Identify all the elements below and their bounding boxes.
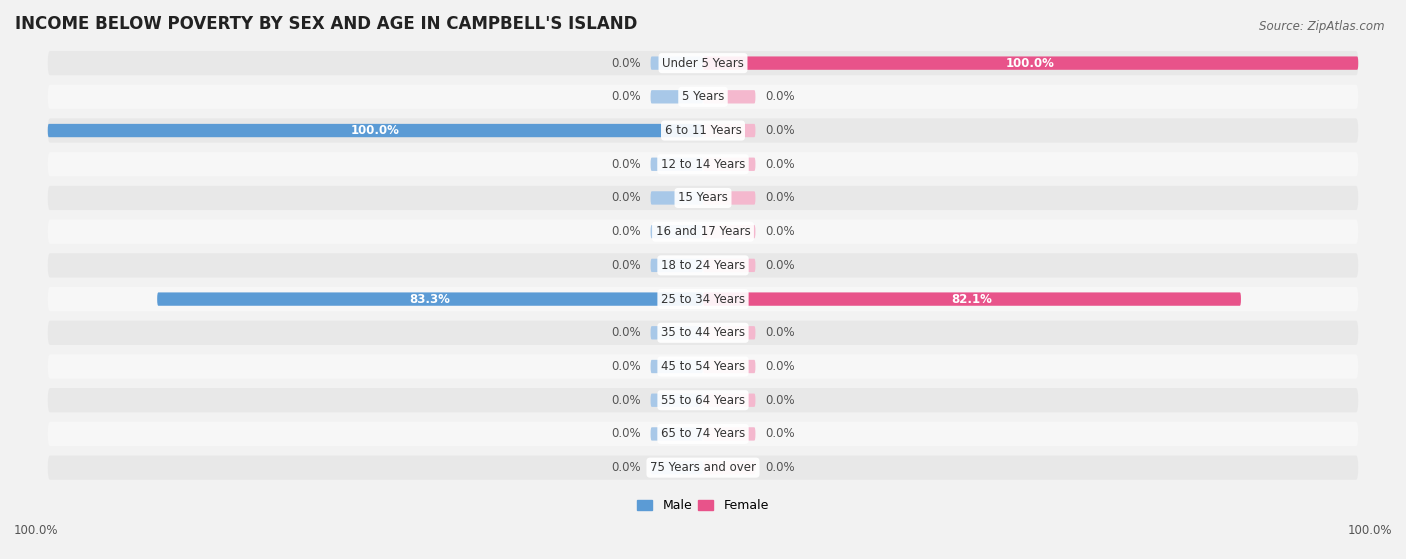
- FancyBboxPatch shape: [48, 186, 1358, 210]
- Text: 100.0%: 100.0%: [352, 124, 399, 137]
- Text: 0.0%: 0.0%: [765, 124, 794, 137]
- FancyBboxPatch shape: [651, 326, 703, 339]
- Text: 0.0%: 0.0%: [612, 326, 641, 339]
- Text: 0.0%: 0.0%: [765, 461, 794, 474]
- FancyBboxPatch shape: [703, 225, 755, 238]
- Text: 100.0%: 100.0%: [14, 524, 59, 537]
- FancyBboxPatch shape: [651, 360, 703, 373]
- FancyBboxPatch shape: [703, 427, 755, 440]
- FancyBboxPatch shape: [703, 191, 755, 205]
- FancyBboxPatch shape: [651, 191, 703, 205]
- Text: 0.0%: 0.0%: [612, 158, 641, 170]
- FancyBboxPatch shape: [48, 152, 1358, 177]
- Text: 83.3%: 83.3%: [409, 292, 450, 306]
- FancyBboxPatch shape: [48, 287, 1358, 311]
- Text: 0.0%: 0.0%: [612, 428, 641, 440]
- Text: 0.0%: 0.0%: [765, 158, 794, 170]
- Text: 0.0%: 0.0%: [765, 225, 794, 238]
- FancyBboxPatch shape: [703, 292, 1241, 306]
- Text: INCOME BELOW POVERTY BY SEX AND AGE IN CAMPBELL'S ISLAND: INCOME BELOW POVERTY BY SEX AND AGE IN C…: [15, 15, 637, 33]
- Text: 0.0%: 0.0%: [612, 225, 641, 238]
- Text: 0.0%: 0.0%: [612, 56, 641, 70]
- Text: 65 to 74 Years: 65 to 74 Years: [661, 428, 745, 440]
- FancyBboxPatch shape: [48, 119, 1358, 143]
- FancyBboxPatch shape: [703, 326, 755, 339]
- FancyBboxPatch shape: [703, 360, 755, 373]
- Text: 0.0%: 0.0%: [612, 461, 641, 474]
- FancyBboxPatch shape: [48, 253, 1358, 277]
- Text: 45 to 54 Years: 45 to 54 Years: [661, 360, 745, 373]
- FancyBboxPatch shape: [703, 461, 755, 475]
- FancyBboxPatch shape: [703, 158, 755, 171]
- Text: 0.0%: 0.0%: [612, 259, 641, 272]
- FancyBboxPatch shape: [651, 56, 703, 70]
- FancyBboxPatch shape: [48, 220, 1358, 244]
- FancyBboxPatch shape: [703, 90, 755, 103]
- Text: Under 5 Years: Under 5 Years: [662, 56, 744, 70]
- FancyBboxPatch shape: [703, 259, 755, 272]
- Text: 55 to 64 Years: 55 to 64 Years: [661, 394, 745, 407]
- Text: 0.0%: 0.0%: [612, 394, 641, 407]
- FancyBboxPatch shape: [703, 56, 1358, 70]
- Legend: Male, Female: Male, Female: [633, 494, 773, 517]
- FancyBboxPatch shape: [651, 259, 703, 272]
- Text: 0.0%: 0.0%: [765, 191, 794, 205]
- Text: 0.0%: 0.0%: [765, 428, 794, 440]
- Text: Source: ZipAtlas.com: Source: ZipAtlas.com: [1260, 20, 1385, 32]
- Text: 0.0%: 0.0%: [765, 259, 794, 272]
- Text: 15 Years: 15 Years: [678, 191, 728, 205]
- Text: 100.0%: 100.0%: [1347, 524, 1392, 537]
- Text: 16 and 17 Years: 16 and 17 Years: [655, 225, 751, 238]
- FancyBboxPatch shape: [48, 388, 1358, 413]
- Text: 0.0%: 0.0%: [765, 394, 794, 407]
- FancyBboxPatch shape: [48, 124, 703, 137]
- FancyBboxPatch shape: [651, 158, 703, 171]
- FancyBboxPatch shape: [651, 461, 703, 475]
- Text: 82.1%: 82.1%: [952, 292, 993, 306]
- FancyBboxPatch shape: [703, 124, 755, 137]
- Text: 0.0%: 0.0%: [765, 91, 794, 103]
- Text: 0.0%: 0.0%: [765, 360, 794, 373]
- Text: 0.0%: 0.0%: [612, 91, 641, 103]
- FancyBboxPatch shape: [48, 51, 1358, 75]
- FancyBboxPatch shape: [157, 292, 703, 306]
- Text: 6 to 11 Years: 6 to 11 Years: [665, 124, 741, 137]
- FancyBboxPatch shape: [48, 422, 1358, 446]
- FancyBboxPatch shape: [651, 394, 703, 407]
- Text: 75 Years and over: 75 Years and over: [650, 461, 756, 474]
- Text: 5 Years: 5 Years: [682, 91, 724, 103]
- FancyBboxPatch shape: [48, 85, 1358, 109]
- FancyBboxPatch shape: [651, 427, 703, 440]
- Text: 0.0%: 0.0%: [612, 191, 641, 205]
- Text: 25 to 34 Years: 25 to 34 Years: [661, 292, 745, 306]
- Text: 0.0%: 0.0%: [612, 360, 641, 373]
- Text: 0.0%: 0.0%: [765, 326, 794, 339]
- Text: 12 to 14 Years: 12 to 14 Years: [661, 158, 745, 170]
- FancyBboxPatch shape: [651, 225, 703, 238]
- FancyBboxPatch shape: [48, 321, 1358, 345]
- Text: 18 to 24 Years: 18 to 24 Years: [661, 259, 745, 272]
- FancyBboxPatch shape: [48, 456, 1358, 480]
- FancyBboxPatch shape: [703, 394, 755, 407]
- FancyBboxPatch shape: [651, 90, 703, 103]
- Text: 35 to 44 Years: 35 to 44 Years: [661, 326, 745, 339]
- FancyBboxPatch shape: [48, 354, 1358, 378]
- Text: 100.0%: 100.0%: [1007, 56, 1054, 70]
